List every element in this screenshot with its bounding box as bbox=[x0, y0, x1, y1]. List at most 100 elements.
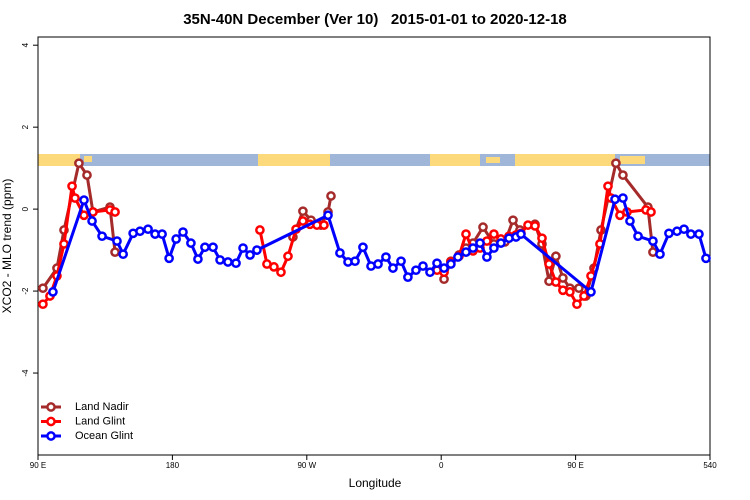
series-line bbox=[51, 195, 708, 295]
data-point bbox=[586, 287, 596, 297]
data-point bbox=[701, 253, 711, 264]
data-point bbox=[618, 193, 628, 203]
data-point bbox=[664, 228, 674, 239]
data-point bbox=[572, 299, 582, 310]
x-axis-label: Longitude bbox=[349, 476, 402, 490]
data-point bbox=[461, 247, 471, 257]
plot-frame bbox=[37, 36, 711, 456]
x-tick-label: 540 bbox=[703, 461, 717, 470]
y-tick-label: -2 bbox=[21, 287, 30, 295]
map-strip bbox=[38, 154, 710, 166]
land-strip bbox=[258, 154, 330, 166]
land-strip bbox=[620, 156, 645, 164]
chart-title: 35N-40N December (Ver 10) 2015-01-01 to … bbox=[183, 11, 567, 28]
data-point bbox=[74, 158, 84, 169]
data-point bbox=[255, 225, 265, 235]
data-point bbox=[110, 247, 120, 257]
data-point bbox=[475, 238, 485, 248]
x-tick-label: 90 W bbox=[297, 461, 316, 470]
data-point bbox=[633, 231, 643, 242]
data-point bbox=[551, 277, 561, 287]
data-point bbox=[565, 287, 575, 297]
data-point bbox=[323, 210, 333, 221]
data-point bbox=[186, 238, 196, 248]
data-point bbox=[425, 267, 435, 278]
data-point bbox=[326, 191, 336, 201]
data-point bbox=[625, 216, 635, 226]
data-point bbox=[215, 255, 225, 265]
legend-marker bbox=[46, 402, 56, 412]
data-point bbox=[461, 229, 471, 239]
legend-marker bbox=[46, 416, 56, 427]
data-point bbox=[87, 216, 97, 226]
data-point bbox=[603, 181, 613, 192]
data-point bbox=[530, 221, 540, 231]
land-strip bbox=[486, 157, 500, 163]
data-point bbox=[610, 194, 620, 205]
data-point bbox=[508, 215, 518, 226]
data-point bbox=[238, 243, 248, 253]
data-point bbox=[446, 259, 456, 269]
data-point bbox=[335, 248, 345, 258]
data-point bbox=[478, 222, 488, 232]
data-point bbox=[648, 236, 658, 246]
data-point bbox=[544, 259, 554, 269]
legend-label: Land Glint bbox=[75, 415, 125, 427]
data-point bbox=[558, 273, 568, 283]
data-point bbox=[579, 291, 589, 301]
data-point bbox=[97, 231, 107, 242]
data-point bbox=[574, 283, 584, 294]
data-point bbox=[403, 272, 413, 282]
data-point bbox=[358, 242, 368, 253]
data-point bbox=[551, 251, 561, 262]
data-point bbox=[516, 229, 526, 239]
data-point bbox=[178, 227, 188, 237]
data-point bbox=[70, 193, 80, 203]
data-point bbox=[298, 206, 308, 217]
data-point bbox=[350, 256, 360, 267]
data-point bbox=[618, 170, 628, 180]
data-point bbox=[453, 252, 463, 262]
data-point bbox=[482, 252, 492, 262]
land-strip bbox=[515, 154, 615, 166]
data-point bbox=[48, 287, 58, 297]
data-point bbox=[381, 252, 391, 262]
x-tick-label: 0 bbox=[439, 461, 444, 470]
data-point bbox=[646, 207, 656, 217]
data-point bbox=[276, 267, 286, 278]
y-axis-label: XCO2 - MLO trend (ppm) bbox=[0, 179, 14, 314]
data-point bbox=[411, 265, 421, 276]
data-point bbox=[432, 258, 442, 269]
data-point bbox=[110, 207, 120, 217]
data-point bbox=[468, 243, 478, 253]
data-point bbox=[252, 245, 262, 255]
data-point bbox=[388, 263, 398, 273]
y-tick-label: 2 bbox=[21, 124, 30, 129]
data-point bbox=[164, 253, 174, 264]
land-strip bbox=[38, 154, 80, 166]
land-strip bbox=[430, 154, 480, 166]
data-point bbox=[679, 224, 689, 235]
data-point bbox=[157, 229, 167, 239]
series-line bbox=[442, 159, 655, 300]
data-point bbox=[611, 158, 621, 169]
data-point bbox=[373, 259, 383, 269]
data-point bbox=[686, 229, 696, 239]
y-tick-label: 4 bbox=[21, 42, 30, 47]
data-point bbox=[439, 263, 449, 273]
data-point bbox=[496, 238, 506, 248]
data-point bbox=[489, 229, 499, 239]
data-point bbox=[223, 257, 233, 267]
data-point bbox=[82, 170, 92, 180]
x-tick-label: 90 E bbox=[567, 461, 583, 470]
data-point bbox=[79, 195, 89, 205]
data-point bbox=[537, 233, 547, 244]
data-point bbox=[396, 256, 406, 267]
x-tick-label: 180 bbox=[166, 461, 180, 470]
data-point bbox=[489, 243, 499, 253]
data-point bbox=[59, 239, 69, 249]
data-point bbox=[283, 251, 293, 262]
y-tick-label: -4 bbox=[21, 369, 30, 377]
data-point bbox=[655, 249, 665, 260]
